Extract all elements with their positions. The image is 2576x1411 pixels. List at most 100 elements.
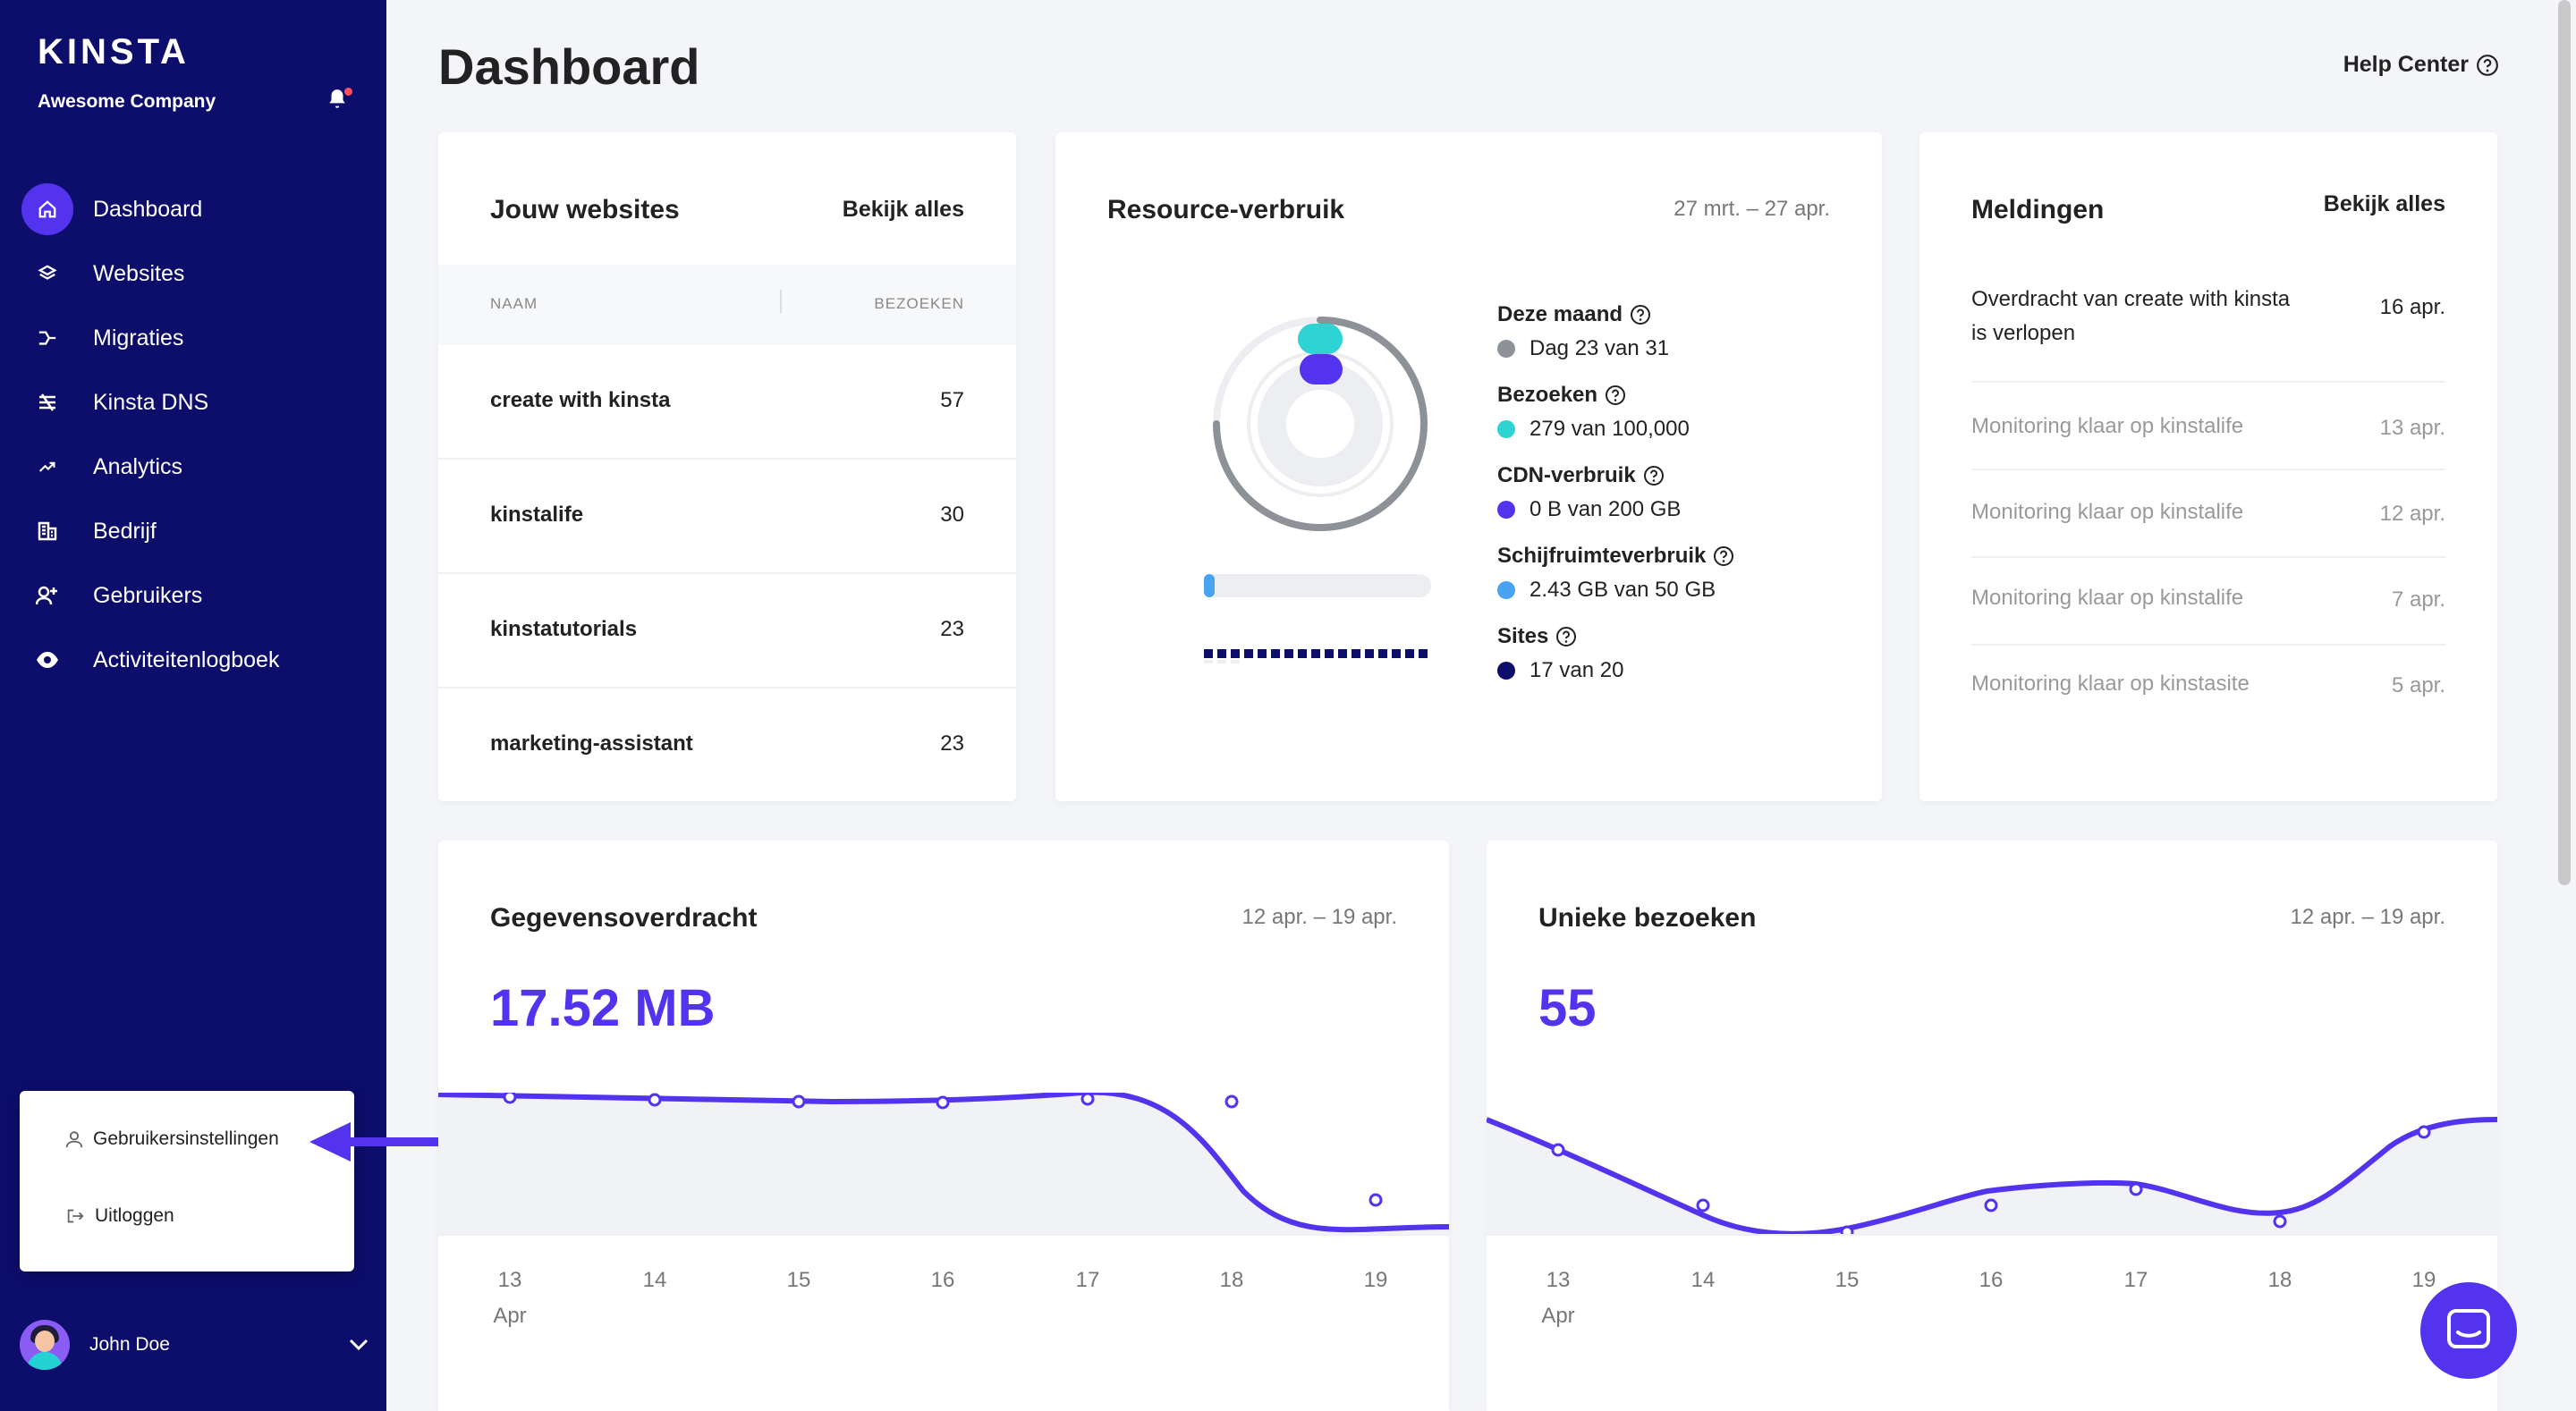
help-icon (2477, 54, 2498, 76)
table-header: NAAM BEZOEKEN (438, 265, 1016, 345)
legend-disk: Schijfruimteverbruik 2.43 GB van 50 GB (1497, 544, 1734, 624)
help-icon[interactable] (1630, 304, 1651, 325)
x-tick: 15 (786, 1268, 811, 1292)
resources-card: Resource-verbruik 27 mrt. – 27 apr. Deze… (1055, 132, 1882, 801)
x-axis (438, 1234, 1449, 1377)
chevron-down-icon[interactable] (349, 1339, 369, 1351)
x-tick: 15 (1835, 1268, 1860, 1292)
sidebar-item-label: Migraties (93, 325, 184, 351)
sidebar-item-kinsta-dns[interactable]: Kinsta DNS (21, 370, 361, 435)
notification-text: Overdracht van create with kinsta is ver… (1971, 287, 2291, 345)
site-name[interactable]: create with kinsta (490, 388, 671, 412)
unique-visits-card: Unieke bezoeken 12 apr. – 19 apr. 55 13 … (1487, 841, 2497, 1411)
sidebar-item-activiteitenlogboek[interactable]: Activiteitenlogboek (21, 628, 361, 692)
unique-visits-value: 55 (1538, 979, 1597, 1037)
table-row[interactable]: create with kinsta 57 (438, 345, 1016, 460)
sidebar-item-label: Kinsta DNS (93, 389, 209, 415)
notification-date: 12 apr. (2379, 502, 2445, 526)
legend-value: 17 van 20 (1530, 658, 1624, 682)
help-icon[interactable] (1555, 626, 1577, 647)
websites-view-all-link[interactable]: Bekijk alles (842, 197, 964, 222)
x-axis (1487, 1234, 2497, 1377)
site-visits: 57 (940, 388, 964, 412)
x-tick: 13 (497, 1268, 522, 1292)
x-tick: 17 (1075, 1268, 1100, 1292)
x-tick: 13 (1546, 1268, 1571, 1292)
data-transfer-title: Gegevensoverdracht (490, 903, 758, 933)
legend-dot (1497, 581, 1515, 599)
notification-text: Monitoring klaar op kinstalife (1971, 414, 2244, 438)
notification-item[interactable]: Monitoring klaar op kinstalife 12 apr. (1971, 470, 2445, 558)
column-divider (780, 290, 782, 313)
sidebar-item-label: Gebruikers (93, 582, 203, 608)
bell-icon[interactable] (326, 88, 352, 113)
resources-legend: Deze maand Dag 23 van 31 Bezoeken 279 va… (1497, 302, 1734, 705)
site-name[interactable]: kinstatutorials (490, 617, 638, 641)
legend-value: 279 van 100,000 (1530, 417, 1690, 441)
unique-visits-line-chart[interactable] (1487, 1093, 2497, 1236)
table-row[interactable]: marketing-assistant 23 (438, 689, 1016, 801)
sidebar-item-migraties[interactable]: Migraties (21, 306, 361, 370)
help-icon[interactable] (1643, 465, 1665, 486)
migrate-icon (21, 312, 73, 364)
legend-title: CDN-verbruik (1497, 463, 1636, 487)
x-tick: 18 (2267, 1268, 2292, 1292)
add-user-icon (21, 570, 73, 621)
help-center-link[interactable]: Help Center (2343, 52, 2499, 78)
user-account-toggle[interactable]: John Doe (20, 1320, 369, 1370)
table-row[interactable]: kinstalife 30 (438, 460, 1016, 574)
resources-date-range: 27 mrt. – 27 apr. (1674, 197, 1830, 221)
site-name[interactable]: marketing-assistant (490, 731, 693, 756)
sidebar-item-dashboard[interactable]: Dashboard (21, 177, 361, 241)
legend-title: Schijfruimteverbruik (1497, 544, 1707, 568)
legend-value: 2.43 GB van 50 GB (1530, 578, 1716, 602)
notification-date: 13 apr. (2379, 416, 2445, 440)
annotation-arrow-head (309, 1122, 351, 1162)
sidebar-nav: Dashboard Websites Migraties Kinsta DNS … (21, 177, 361, 692)
x-tick: 17 (2123, 1268, 2148, 1292)
help-icon[interactable] (1605, 384, 1626, 406)
x-tick: 14 (642, 1268, 667, 1292)
sidebar-item-websites[interactable]: Websites (21, 241, 361, 306)
notification-item[interactable]: Monitoring klaar op kinstalife 13 apr. (1971, 383, 2445, 470)
sidebar-item-analytics[interactable]: Analytics (21, 435, 361, 499)
x-tick: 16 (1979, 1268, 2004, 1292)
kinsta-logo[interactable]: KINSTA (38, 32, 190, 72)
notification-item[interactable]: Overdracht van create with kinsta is ver… (1971, 283, 2445, 383)
chat-icon (2447, 1309, 2490, 1348)
logout-link[interactable]: Uitloggen (64, 1205, 174, 1227)
sidebar-item-gebruikers[interactable]: Gebruikers (21, 563, 361, 628)
company-name[interactable]: Awesome Company (38, 91, 216, 112)
user-settings-label: Gebruikersinstellingen (93, 1128, 279, 1149)
x-tick-month: Apr (493, 1304, 527, 1328)
column-name-header[interactable]: NAAM (490, 295, 538, 312)
help-icon[interactable] (1713, 545, 1734, 567)
x-tick: 14 (1690, 1268, 1716, 1292)
notification-dot (344, 88, 352, 96)
legend-month: Deze maand Dag 23 van 31 (1497, 302, 1734, 383)
site-visits: 30 (940, 503, 964, 527)
column-visits-header[interactable]: BEZOEKEN (874, 295, 964, 312)
notification-item[interactable]: Monitoring klaar op kinstalife 7 apr. (1971, 558, 2445, 646)
eye-icon (21, 634, 73, 686)
user-settings-link[interactable]: Gebruikersinstellingen (64, 1128, 279, 1150)
x-tick: 19 (2411, 1268, 2436, 1292)
unique-visits-title: Unieke bezoeken (1538, 903, 1757, 933)
sidebar-item-bedrijf[interactable]: Bedrijf (21, 499, 361, 563)
notification-item[interactable]: Monitoring klaar op kinstasite 5 apr. (1971, 646, 2445, 733)
notifications-view-all-link[interactable]: Bekijk alles (2323, 191, 2445, 216)
chat-launcher-button[interactable] (2420, 1282, 2517, 1379)
site-visits: 23 (940, 617, 964, 641)
table-row[interactable]: kinstatutorials 23 (438, 574, 1016, 689)
data-transfer-line-chart[interactable] (438, 1093, 1449, 1236)
data-transfer-value: 17.52 MB (490, 979, 716, 1037)
notification-text: Monitoring klaar op kinstasite (1971, 672, 2250, 696)
resource-radial-chart (1213, 317, 1428, 531)
site-name[interactable]: kinstalife (490, 503, 584, 527)
logout-icon (67, 1209, 84, 1223)
site-visits: 23 (940, 731, 964, 756)
data-transfer-card: Gegevensoverdracht 12 apr. – 19 apr. 17.… (438, 841, 1449, 1411)
layers-icon (21, 248, 73, 300)
page-scrollbar[interactable] (2558, 0, 2571, 885)
sidebar-item-label: Bedrijf (93, 518, 157, 544)
